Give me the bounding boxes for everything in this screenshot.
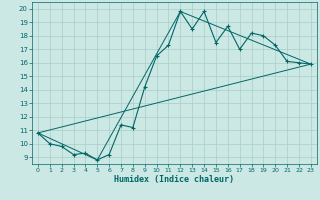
X-axis label: Humidex (Indice chaleur): Humidex (Indice chaleur): [115, 175, 234, 184]
